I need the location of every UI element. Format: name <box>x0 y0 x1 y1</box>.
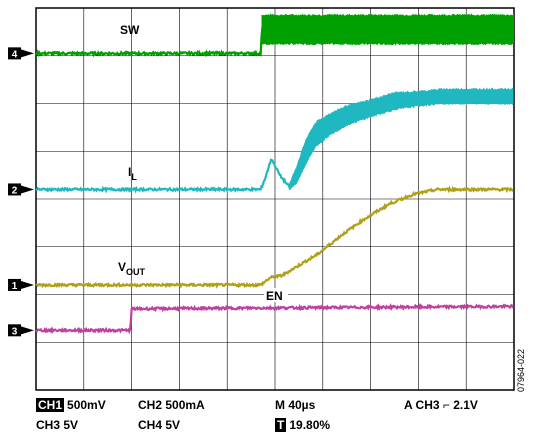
line-en <box>35 303 515 335</box>
trace-sw <box>35 13 514 58</box>
ch1-scale: 500mV <box>67 398 106 412</box>
trigger-setting: A CH3 ⌐ 2.1V <box>404 398 478 412</box>
envelope-il <box>288 87 514 191</box>
line-vout <box>35 185 514 289</box>
trace-en <box>35 303 515 335</box>
marker-arrow-icon <box>21 326 34 335</box>
label-en: EN <box>266 289 283 303</box>
readout-line-1: CH1 500mV <box>36 398 106 412</box>
trigger-tag: T <box>275 418 287 432</box>
line-il <box>35 92 514 194</box>
channel-marker-4: 4 <box>8 47 34 60</box>
trace-vout <box>35 185 514 289</box>
ch4-scale: CH4 5V <box>138 418 181 432</box>
ch1-tag: CH1 <box>36 398 65 412</box>
label-vout-main: V <box>118 260 126 274</box>
label-il: IL <box>128 165 137 182</box>
marker-label: 2 <box>12 185 18 196</box>
traces <box>35 13 515 335</box>
grid <box>36 8 514 390</box>
ch2-scale: CH2 500mA <box>138 398 205 412</box>
marker-arrow-icon <box>21 280 34 289</box>
label-en-bg <box>264 288 288 302</box>
marker-label: 3 <box>12 326 18 337</box>
channel-markers: 4 2 1 3 <box>8 47 34 337</box>
trace-il <box>35 87 514 194</box>
marker-box <box>8 278 21 291</box>
channel-marker-1: 1 <box>8 278 34 292</box>
label-vout-sub: OUT <box>126 267 146 277</box>
timebase: M 40µs <box>275 398 316 412</box>
trigger-position: T 19.80% <box>275 418 330 432</box>
label-sw: SW <box>120 23 140 37</box>
marker-arrow-icon <box>21 49 34 58</box>
ch3-scale: CH3 5V <box>36 418 79 432</box>
marker-arrow-icon <box>21 185 34 194</box>
channel-marker-2: 2 <box>8 183 34 196</box>
figure-id: 07964-022 <box>516 348 526 392</box>
marker-label: 1 <box>12 281 18 292</box>
label-il-main: I <box>128 165 131 179</box>
line-sw <box>35 25 514 58</box>
marker-box <box>8 47 21 60</box>
channel-marker-3: 3 <box>8 324 34 337</box>
marker-label: 4 <box>12 49 18 60</box>
marker-box <box>8 324 21 337</box>
marker-box <box>8 183 21 196</box>
label-il-sub: L <box>131 172 137 182</box>
label-vout: VOUT <box>118 260 146 277</box>
trigger-pos-value: 19.80% <box>289 418 331 432</box>
